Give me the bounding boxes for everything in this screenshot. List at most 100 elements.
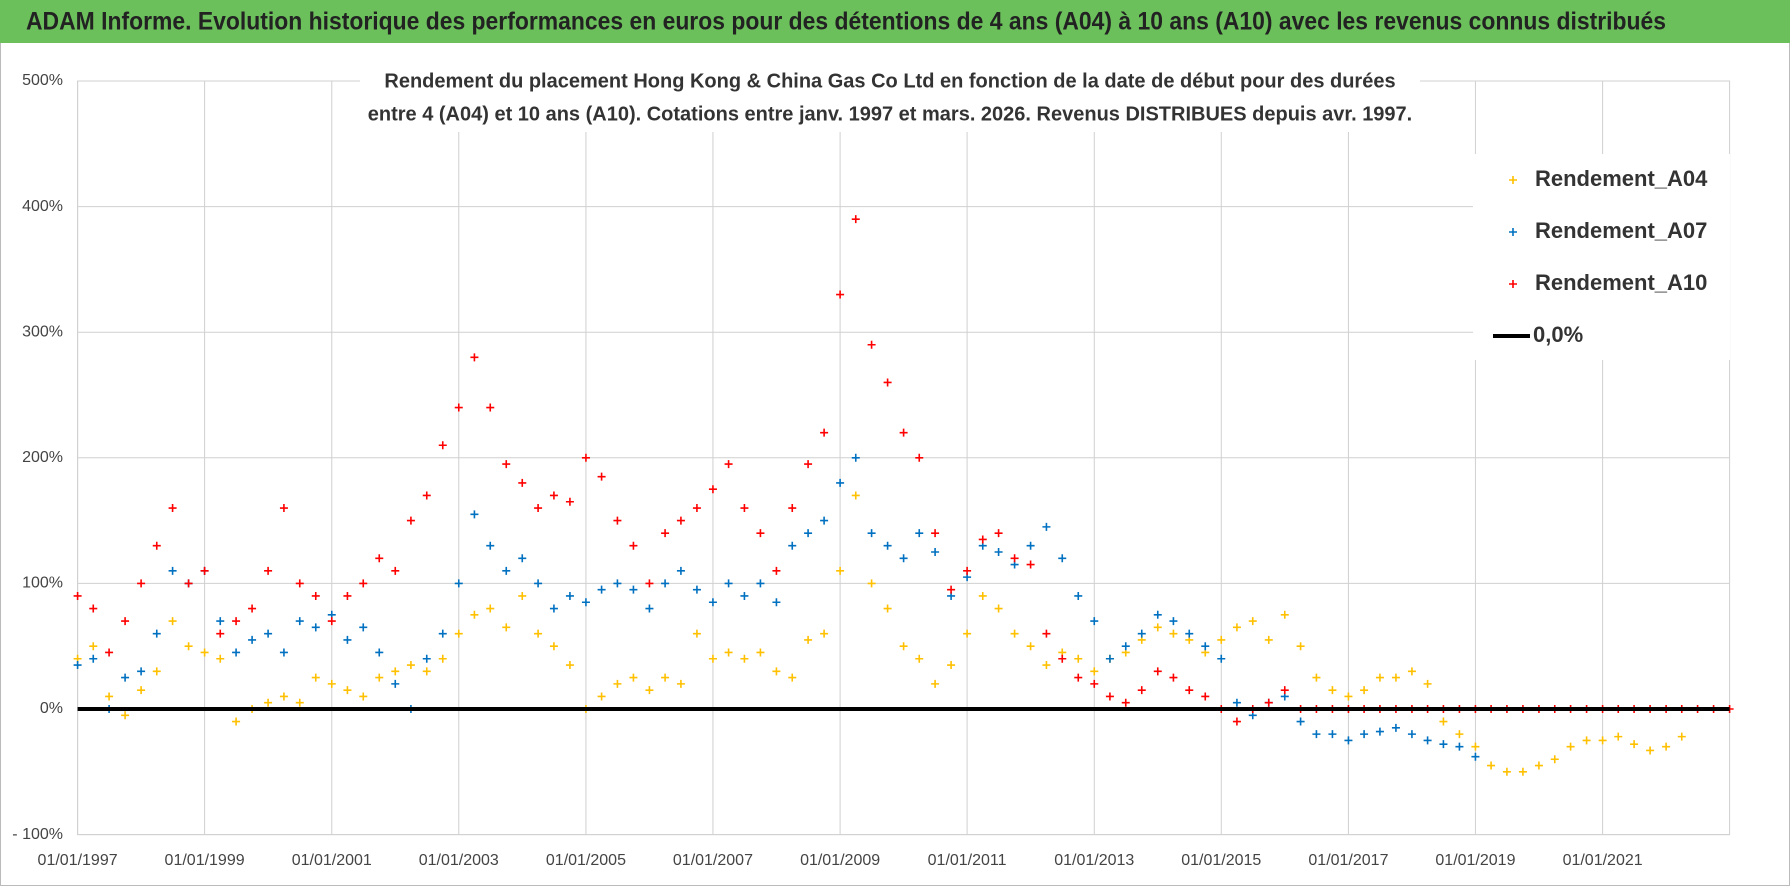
plot: - 100% 0% 100% 200% 300% 400% 500% 01/01/1997 01… [12,66,1734,869]
data-point [820,516,829,525]
data-point [406,661,415,670]
data-point [883,604,892,613]
data-point [978,535,987,544]
x-tick-label: 01/01/2003 [419,852,499,869]
data-point [121,673,130,682]
data-point [327,679,336,688]
data-point [1248,617,1257,626]
data-point [565,591,574,600]
data-point [105,648,114,657]
data-point [820,428,829,437]
data-point [1090,617,1099,626]
data-point [1169,617,1178,626]
data-point [121,711,130,720]
data-point [549,491,558,500]
data-point [915,529,924,538]
data-point [1074,654,1083,663]
data-point [1566,742,1575,751]
data-point [867,529,876,538]
data-point [804,529,813,538]
data-point [137,686,146,695]
y-tick-label: 500% [22,72,63,89]
y-tick-label: - 100% [12,826,63,843]
x-tick-label: 01/01/2021 [1563,852,1643,869]
data-point [963,566,972,575]
data-point [931,548,940,556]
data-point [1677,732,1686,741]
legend-label: Rendement_A10 [1535,270,1707,295]
data-point [549,604,558,613]
data-point [1121,642,1130,651]
data-point [629,585,638,594]
data-point [724,460,733,469]
data-point [565,661,574,670]
data-point [343,686,352,695]
data-point [502,566,511,575]
data-point [89,654,98,663]
data-point [1010,629,1019,638]
data-point [279,504,288,513]
data-point [788,504,797,513]
data-point [1232,623,1241,632]
data-point [899,428,908,437]
data-point [264,566,273,575]
data-point [264,629,273,638]
data-point [1407,667,1416,676]
data-point [295,698,304,707]
data-point [756,579,765,588]
data-point [391,566,400,575]
data-point [518,591,527,600]
data-point [1042,629,1051,638]
data-point [470,510,479,519]
data-point [438,441,447,450]
data-point [597,472,606,481]
x-tick-label: 01/01/1997 [38,852,118,869]
data-point [1185,686,1194,695]
data-point [1614,732,1623,741]
data-point [470,353,479,362]
header-title: ADAM Informe. Evolution historique des p… [26,8,1666,36]
data-point [264,698,273,707]
data-point [1598,736,1607,745]
data-point [422,667,431,676]
data-point [1391,673,1400,682]
data-point [1264,635,1273,644]
data-point [899,642,908,651]
data-point [724,579,733,588]
data-point [1105,692,1114,701]
data-point [851,453,860,462]
data-point [661,673,670,682]
legend-label: Rendement_A04 [1535,166,1708,191]
data-point [470,610,479,619]
data-point [836,566,845,575]
data-point [708,654,717,663]
data-point [232,717,241,726]
data-point [375,554,384,563]
data-point [1360,730,1369,739]
data-point [486,541,495,550]
data-point [804,460,813,469]
data-point [105,692,114,701]
data-point [597,692,606,701]
data-point [994,529,1003,538]
data-point [1344,736,1353,745]
data-point [931,679,940,688]
chart-subtitle: entre 4 (A04) et 10 ans (A10). Cotations… [368,103,1413,125]
data-point [581,453,590,462]
data-point [486,403,495,412]
data-point [1058,654,1067,663]
data-point [216,629,225,638]
x-tick-label: 01/01/2009 [800,852,880,869]
legend-box [1473,154,1730,360]
data-point [1534,761,1543,770]
data-point [565,497,574,506]
data-point [994,548,1003,556]
data-point [438,629,447,638]
legend-label: 0,0% [1533,322,1583,347]
data-point [1026,642,1035,651]
data-point [295,617,304,626]
data-point [311,591,320,600]
data-point [232,617,241,626]
